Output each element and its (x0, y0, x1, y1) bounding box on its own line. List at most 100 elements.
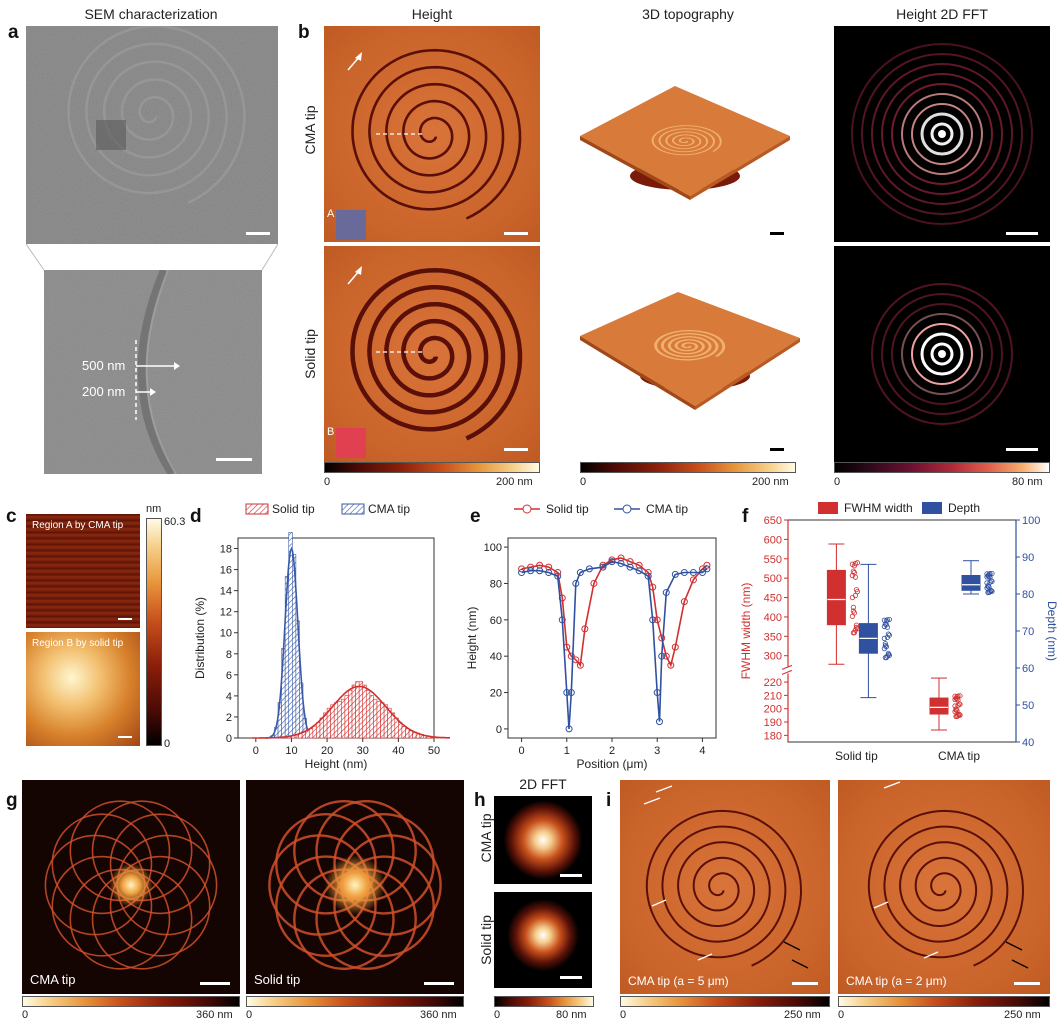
f-point (884, 653, 890, 659)
f-point (955, 693, 961, 699)
region-a-caption: Region A by CMA tip (32, 520, 124, 531)
h-colorbar (494, 996, 594, 1007)
f-point (954, 694, 960, 700)
g-caption-right: Solid tip (254, 972, 301, 987)
d-xtick-label: 40 (392, 745, 404, 757)
f-ytick-left-label: 350 (764, 631, 782, 643)
f-point (882, 643, 888, 649)
f-ytick-left-label: 500 (764, 573, 782, 585)
f-axis-break-mark (781, 664, 793, 670)
f-point (956, 711, 962, 717)
fft-title: Height 2D FFT (896, 6, 988, 22)
i1-cbar-max: 250 nm (784, 1009, 821, 1021)
d-bar (383, 704, 388, 739)
panel-label-i: i (606, 790, 612, 811)
d-ytick-label: 8 (226, 649, 232, 661)
height-colorbar (324, 462, 540, 473)
scale-bar (118, 618, 132, 620)
d-ytick-label: 4 (226, 691, 232, 703)
scale-bar (792, 982, 818, 985)
f-ylabel-left: FWHM width (nm) (739, 583, 753, 680)
panel-label-g: g (6, 790, 18, 811)
e-ylabel: Height (nm) (465, 607, 479, 670)
scale-bar (504, 448, 528, 451)
c-colorbar (146, 518, 162, 746)
f-ytick-right-label: 100 (1022, 515, 1040, 527)
f-point (881, 635, 887, 641)
topo-3d-cma (560, 26, 810, 242)
i2-cbar-min: 0 (838, 1009, 845, 1021)
f-legend-label: FWHM width (844, 501, 913, 515)
f-point (989, 570, 995, 577)
g-caption-left: CMA tip (30, 972, 76, 987)
panel-label-h: h (474, 790, 486, 811)
e-point (653, 689, 661, 697)
e-ytick-label: 80 (490, 578, 502, 590)
e-point (536, 561, 544, 569)
e-xtick-label: 2 (609, 745, 615, 757)
f-box (929, 697, 949, 715)
f-ytick-right-label: 40 (1022, 737, 1034, 749)
e-point (617, 554, 625, 562)
e-point (662, 652, 670, 660)
d-bar (394, 717, 399, 739)
d-legend-label: Solid tip (272, 502, 315, 516)
d-bar (365, 690, 371, 739)
e-xtick-label: 1 (564, 745, 570, 757)
sem-title: SEM characterization (84, 6, 218, 22)
e-point (536, 567, 544, 575)
e-point (653, 616, 661, 624)
f-point (985, 582, 991, 589)
topo-cbar-max: 200 nm (752, 476, 789, 488)
e-point (671, 643, 679, 651)
f-ytick-left-label: 550 (764, 554, 782, 566)
f-point (882, 641, 888, 647)
e-xtick-label: 3 (654, 745, 660, 757)
f-point (886, 616, 892, 623)
f-point (854, 560, 861, 566)
e-ytick-label: 60 (490, 615, 502, 627)
h-fft-solid (494, 892, 592, 988)
d-xtick-label: 0 (253, 745, 259, 757)
d-bar (333, 702, 339, 739)
e-ytick-label: 40 (490, 651, 502, 663)
e-point (585, 565, 593, 573)
scale-bar (1006, 232, 1038, 235)
topo-title: 3D topography (642, 6, 734, 22)
e-point (608, 556, 616, 564)
f-point (853, 622, 860, 628)
d-ytick-label: 18 (220, 544, 232, 556)
f-point (852, 592, 859, 599)
scale-bar (216, 458, 252, 461)
f-point (955, 713, 961, 719)
i-caption-right: CMA tip (a = 2 μm) (846, 974, 947, 988)
d-ytick-label: 0 (226, 733, 232, 745)
f-ytick-right-label: 60 (1022, 663, 1034, 675)
e-point (689, 569, 697, 577)
g1-cbar-max: 360 nm (196, 1009, 233, 1021)
f-point (984, 580, 990, 586)
f-point (987, 574, 993, 580)
label-500nm: 500 nm (82, 358, 126, 373)
e-point (703, 565, 711, 573)
topo-3d-solid (560, 246, 810, 462)
fft-colorbar (834, 462, 1050, 473)
region-b-caption: Region B by solid tip (32, 638, 124, 649)
i-map-2um: CMA tip (a = 2 μm) (838, 780, 1050, 994)
d-ytick-label: 6 (226, 670, 232, 682)
f-point (885, 631, 891, 637)
f-legend-label: Depth (948, 501, 980, 515)
label-200nm: 200 nm (82, 384, 126, 399)
d-legend-swatch (245, 503, 269, 515)
c-cbar-max: 60.3 (164, 516, 186, 528)
e-point (658, 652, 666, 660)
fft-map-solid (834, 246, 1050, 462)
d-bar (369, 695, 374, 739)
e-point (635, 567, 643, 575)
i-colorbar-1 (620, 996, 830, 1007)
e-point (581, 625, 589, 633)
region-a-map: Region A by CMA tip (26, 514, 140, 628)
f-ytick-left-label: 600 (764, 534, 782, 546)
panel-label-c: c (6, 506, 17, 527)
d-ytick-label: 16 (220, 565, 232, 577)
